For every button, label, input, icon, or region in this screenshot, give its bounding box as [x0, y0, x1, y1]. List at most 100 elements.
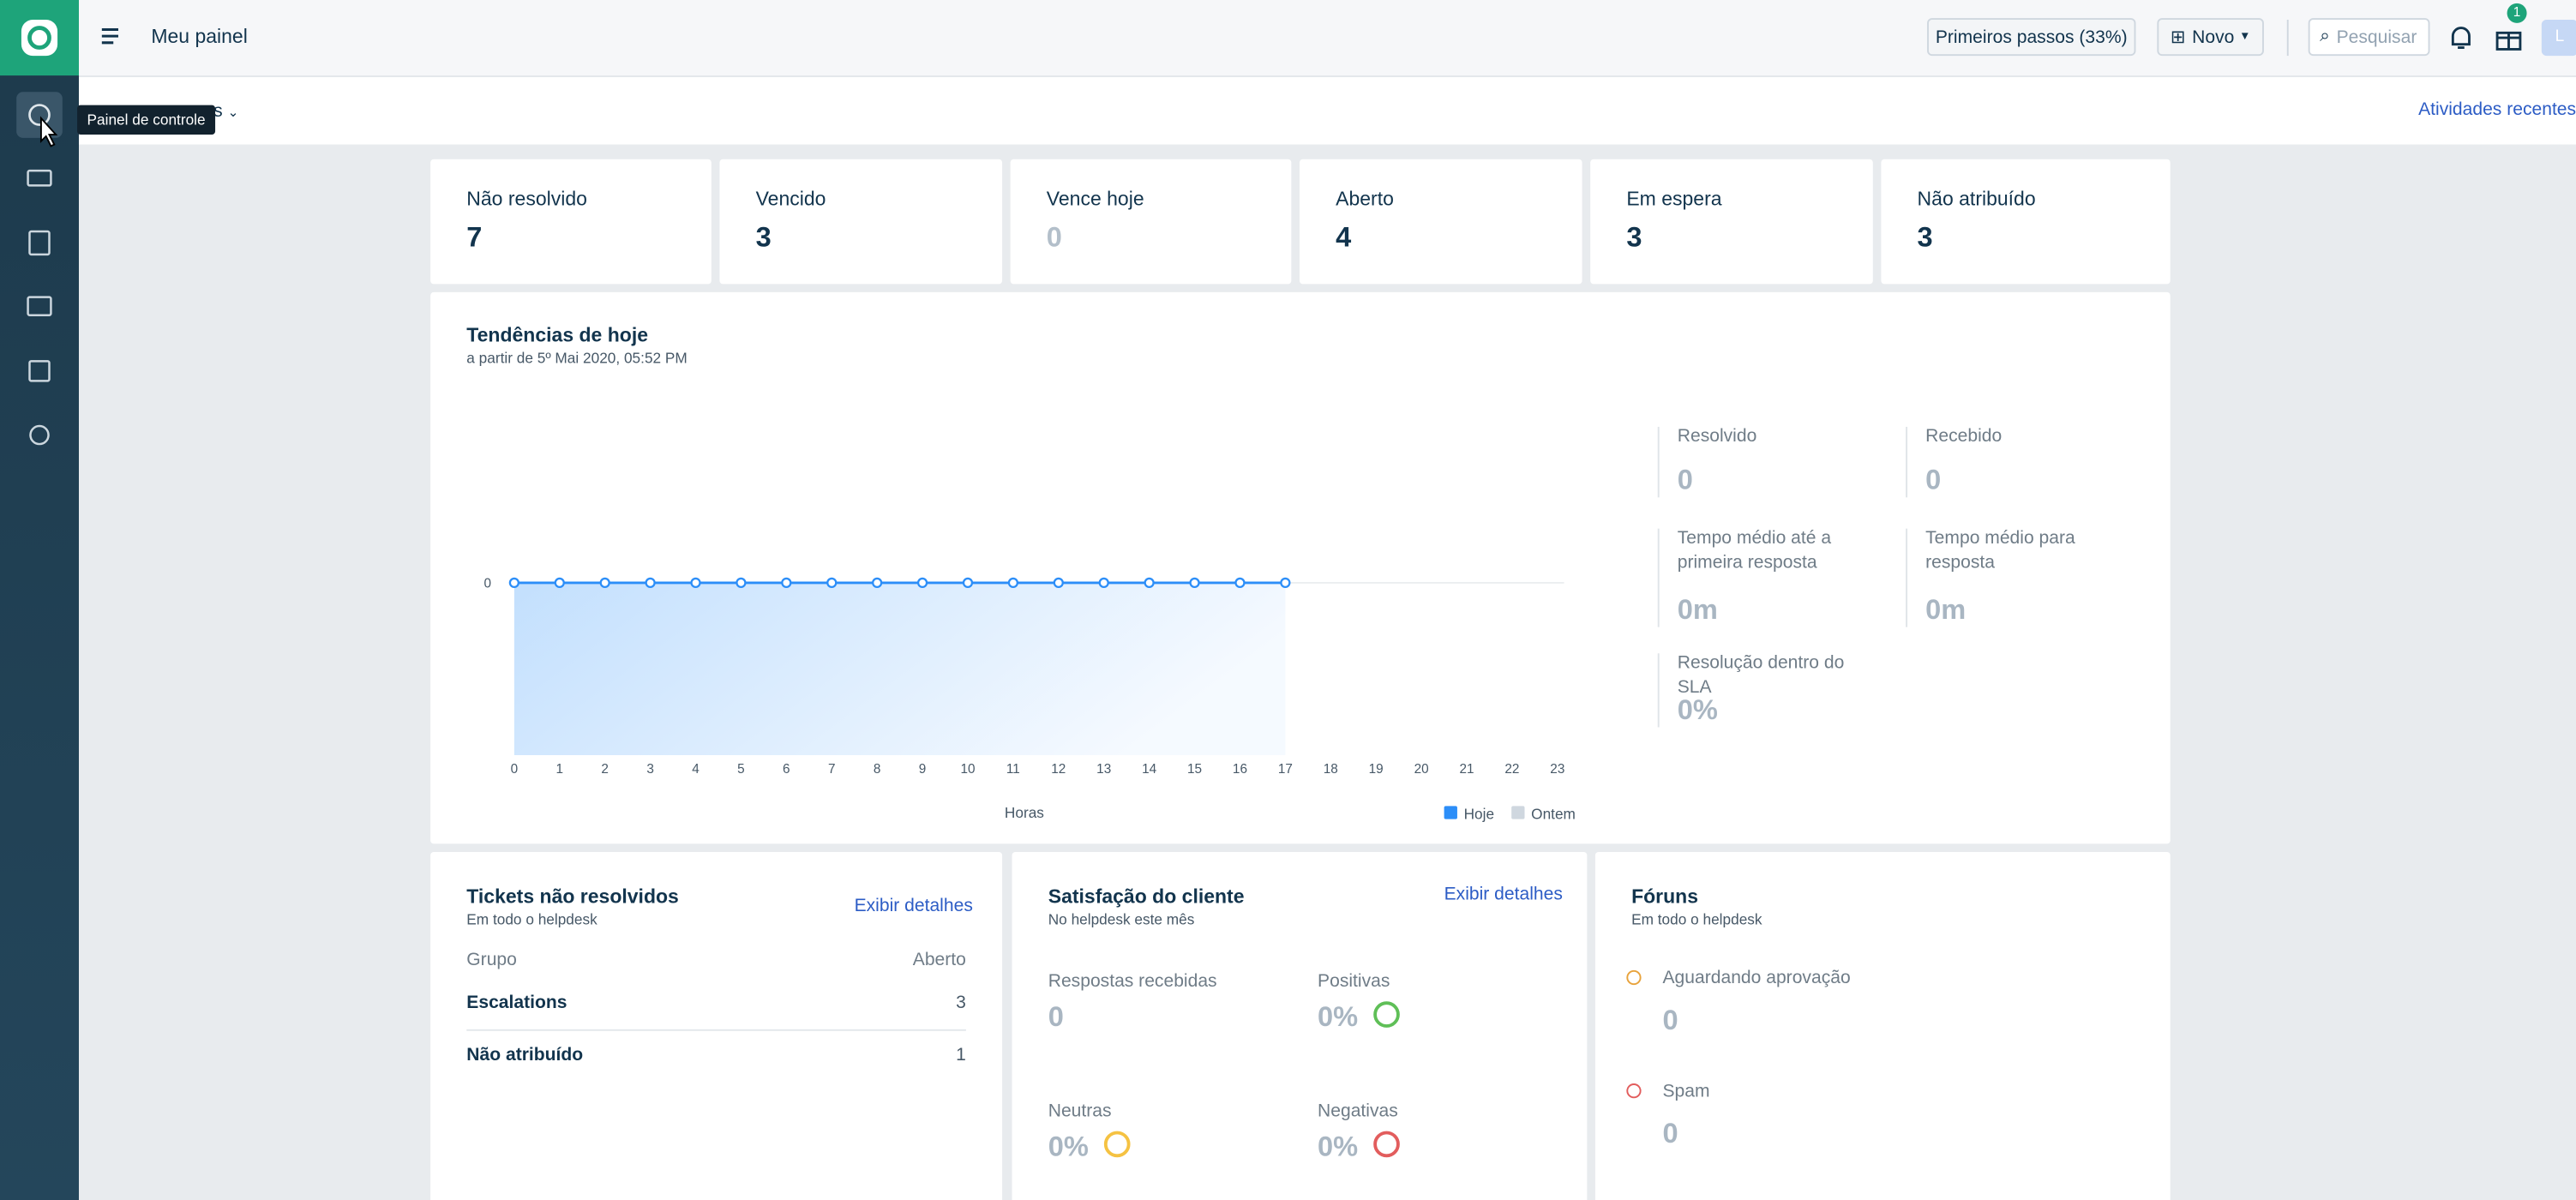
panel-title: Satisfação do cliente — [1048, 885, 1245, 909]
stat-card[interactable]: Aberto 4 — [1299, 159, 1582, 285]
nav-tickets[interactable] — [27, 169, 52, 187]
satisfaction-value: 0% — [1048, 1131, 1089, 1162]
point — [916, 577, 928, 589]
x-tick-label: 17 — [1278, 762, 1293, 777]
forum-icon — [1626, 1083, 1642, 1099]
row-count: 1 — [956, 1045, 966, 1065]
panel-subtitle: No helpdesk este mês — [1048, 910, 1195, 928]
satisfaction-label: Neutras — [1048, 1101, 1112, 1122]
details-link[interactable]: Exibir detalhes — [1444, 885, 1563, 905]
new-button[interactable]: ⊞ Novo ▼ — [2157, 18, 2264, 57]
metric-divider — [1657, 653, 1660, 728]
notifications-icon[interactable] — [2448, 23, 2475, 52]
x-tick-label: 16 — [1233, 762, 1247, 777]
stat-card[interactable]: Em espera 3 — [1590, 159, 1873, 285]
stat-value: 3 — [1626, 221, 1642, 253]
x-tick-label: 21 — [1459, 762, 1474, 777]
nav-admin[interactable] — [29, 424, 50, 446]
nav-solutions[interactable] — [27, 296, 52, 316]
metric-divider — [1906, 426, 1908, 498]
metric-value: 0 — [1925, 465, 1942, 496]
nav-contacts[interactable] — [28, 230, 51, 256]
stat-card[interactable]: Não resolvido 7 — [430, 159, 712, 285]
trends-title: Tendências de hoje — [466, 323, 649, 347]
stat-card[interactable]: Vence hoje 0 — [1010, 159, 1292, 285]
trends-chart: 00 1 2 3 4 5 6 7 8 9 10 11 12 13 14 15 16 17 18 19 20 21 22 23H… — [483, 577, 1575, 823]
x-tick-label: 23 — [1550, 762, 1564, 777]
x-tick-label: 15 — [1187, 762, 1202, 777]
sub-bar — [78, 77, 2576, 145]
column-header: Aberto — [912, 950, 966, 970]
gift-badge: 1 — [2507, 3, 2527, 23]
logo — [21, 19, 58, 57]
forum-label: Aguardando aprovação — [1662, 968, 1851, 988]
details-link[interactable]: Exibir detalhes — [854, 896, 973, 916]
avatar[interactable]: L — [2541, 19, 2576, 57]
tooltip: Painel de controle — [77, 105, 216, 135]
row-group: Escalations — [466, 993, 567, 1013]
point — [645, 577, 656, 589]
point — [690, 577, 701, 589]
panel-title: Fóruns — [1631, 885, 1699, 909]
x-tick-label: 6 — [783, 762, 790, 777]
x-tick-label: 4 — [692, 762, 700, 777]
x-tick-label: 7 — [828, 762, 836, 777]
page-title: Meu painel — [151, 24, 248, 48]
x-tick-label: 14 — [1142, 762, 1157, 777]
x-tick-label: 22 — [1504, 762, 1519, 777]
sidebar-icons — [16, 92, 63, 446]
row-divider — [466, 1029, 966, 1031]
logo-area[interactable] — [0, 0, 79, 76]
metric-value: 0m — [1925, 594, 1967, 626]
metric-label: Tempo médio para resposta — [1925, 528, 2075, 573]
menu-icon[interactable] — [100, 27, 120, 46]
forum-icon — [1626, 969, 1642, 986]
legend-label: Hoje — [1464, 806, 1494, 823]
nav-dashboard[interactable] — [16, 92, 63, 138]
point — [962, 577, 974, 589]
face-icon — [1373, 1001, 1400, 1028]
x-tick-label: 18 — [1324, 762, 1338, 777]
stat-label: Vencido — [755, 187, 826, 211]
satisfaction-value: 0% — [1318, 1131, 1359, 1162]
point — [554, 577, 565, 589]
filter-dropdown[interactable]: s ⌄ — [213, 101, 239, 122]
point — [736, 577, 747, 589]
recent-activities[interactable]: Atividades recentes — [2418, 99, 2576, 120]
gift-icon[interactable] — [2494, 23, 2523, 52]
first-steps-button[interactable]: Primeiros passos (33%) — [1927, 18, 2136, 57]
point — [826, 577, 838, 589]
point — [1234, 577, 1246, 589]
x-tick-label: 20 — [1414, 762, 1429, 777]
metric-divider — [1906, 528, 1908, 627]
y-tick-label: 0 — [483, 577, 491, 591]
divider — [2286, 19, 2289, 57]
stat-value: 4 — [1336, 221, 1352, 253]
point — [781, 577, 792, 589]
stat-card[interactable]: Não atribuído 3 — [1881, 159, 2171, 285]
point — [872, 577, 883, 589]
stat-card[interactable]: Vencido 3 — [719, 159, 1003, 285]
point — [1098, 577, 1109, 589]
stat-label: Não atribuído — [1917, 187, 2036, 211]
x-tick-label: 8 — [874, 762, 881, 777]
search-box[interactable]: ⌕ Pesquisar — [2308, 18, 2430, 57]
point — [1007, 577, 1019, 589]
face-icon — [1103, 1131, 1131, 1158]
x-axis-label: Horas — [1005, 804, 1044, 821]
satisfaction-value: 0 — [1048, 1001, 1064, 1033]
panel-subtitle: Em todo o helpdesk — [1631, 910, 1762, 928]
face-icon — [1373, 1131, 1400, 1158]
trends-card: Tendências de hoje a partir de 5º Mai 20… — [430, 291, 2171, 844]
satisfaction-label: Negativas — [1318, 1101, 1398, 1122]
point — [508, 577, 519, 589]
stat-value: 3 — [1917, 221, 1933, 253]
column-header: Grupo — [466, 950, 517, 970]
stat-label: Não resolvido — [466, 187, 587, 211]
point — [1189, 577, 1200, 589]
row-count: 3 — [956, 993, 966, 1013]
stat-label: Vence hoje — [1046, 187, 1144, 211]
search-placeholder: Pesquisar — [2336, 27, 2417, 47]
nav-reports[interactable] — [28, 360, 51, 382]
